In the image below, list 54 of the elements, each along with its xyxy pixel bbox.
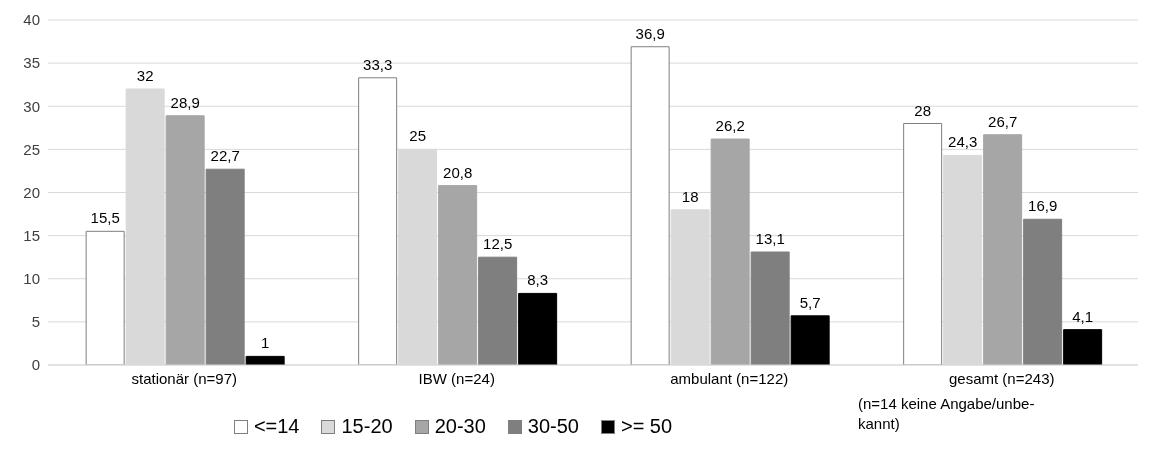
data-label: 12,5	[483, 235, 513, 253]
y-tick-label: 10	[23, 270, 40, 288]
data-label: 33,3	[363, 55, 393, 73]
bar	[165, 115, 205, 365]
data-label: 16,9	[1028, 197, 1058, 215]
legend-label: 20-30	[434, 415, 486, 438]
y-tick-label: 15	[23, 226, 40, 244]
bar	[983, 134, 1023, 365]
y-tick-label: 30	[23, 97, 40, 115]
y-tick-label: 5	[31, 313, 40, 331]
data-label: 8,3	[527, 271, 549, 289]
x-tick-label: IBW (n=24)	[418, 369, 495, 387]
x-tick-label: stationär (n=97)	[131, 369, 237, 387]
legend-label: >= 50	[620, 415, 673, 438]
data-label: 25	[409, 127, 426, 145]
data-label: 24,3	[948, 133, 978, 151]
data-label: 13,1	[755, 230, 785, 248]
bar	[438, 185, 478, 365]
legend-label: <=14	[253, 415, 300, 438]
data-label: 5,7	[799, 293, 821, 311]
y-tick-label: 0	[31, 356, 40, 374]
bar	[358, 77, 398, 365]
data-label: 4,1	[1072, 307, 1094, 325]
bar	[630, 46, 670, 365]
y-tick-label: 35	[23, 54, 40, 72]
legend-label: 30-50	[527, 415, 579, 438]
bar	[1063, 329, 1103, 365]
bar	[903, 123, 943, 365]
data-label: 26,7	[988, 112, 1018, 130]
data-label: 18	[681, 187, 699, 205]
data-label: 26,2	[715, 117, 745, 135]
bar	[710, 138, 750, 365]
data-label: 20,8	[443, 163, 473, 181]
y-tick-label: 20	[23, 183, 40, 201]
data-label: 28	[914, 101, 931, 119]
bar	[478, 256, 518, 365]
data-label: 1	[260, 334, 270, 352]
bar	[790, 315, 830, 365]
data-label: 15,5	[90, 209, 120, 227]
data-label: 36,9	[635, 24, 665, 42]
bar	[205, 168, 245, 365]
y-tick-label: 25	[23, 140, 40, 158]
data-label: 22,7	[210, 147, 240, 165]
text: (n=14 keine Angabe/unbe-kannt)	[858, 394, 1036, 434]
y-tick-label: 40	[23, 11, 40, 29]
data-label: 32	[136, 67, 154, 84]
bar	[85, 230, 125, 365]
bar	[518, 292, 558, 365]
bar	[1023, 218, 1063, 365]
x-tick-label: ambulant (n=122)	[670, 369, 789, 387]
data-label: 28,9	[170, 93, 200, 111]
bar	[750, 251, 790, 365]
legend-label: 15-20	[341, 415, 393, 438]
x-tick-label: gesamt (n=243)	[949, 369, 1055, 387]
